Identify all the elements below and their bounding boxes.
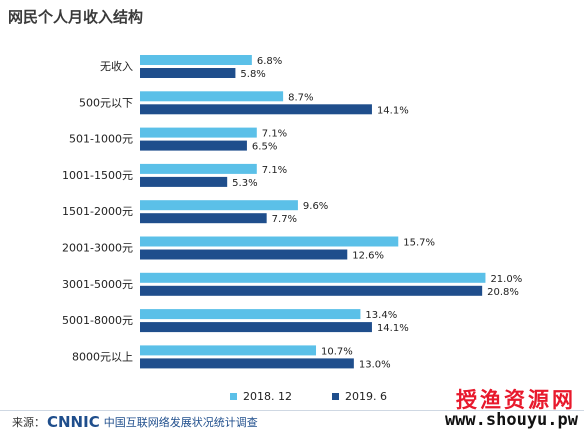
- bar-2019: [140, 213, 267, 224]
- bar-value-label: 15.7%: [403, 238, 435, 249]
- page-title: 网民个人月收入结构: [8, 8, 144, 26]
- bar-value-label: 7.1%: [262, 129, 287, 140]
- legend-label-2019: 2019. 6: [344, 390, 387, 403]
- category-label: 2001-3000元: [62, 242, 133, 255]
- watermark-brand: 授渔资源网: [456, 388, 576, 412]
- bar-2018: [140, 345, 317, 356]
- category-label: 500元以下: [79, 96, 133, 109]
- source-footer: 来源： CNNIC 中国互联网络发展状况统计调查: [0, 410, 584, 433]
- legend-label-2018: 2018. 12: [243, 390, 292, 403]
- bar-2019: [140, 104, 372, 115]
- bar-value-label: 10.7%: [321, 346, 353, 357]
- bar-value-label: 7.7%: [272, 214, 297, 225]
- category-label: 3001-5000元: [62, 278, 133, 291]
- bar-2018: [140, 236, 399, 247]
- bar-2019: [140, 358, 354, 369]
- category-label: 1501-2000元: [62, 205, 133, 218]
- bar-2019: [140, 176, 228, 187]
- bar-value-label: 21.0%: [490, 274, 522, 285]
- category-label: 1001-1500元: [62, 169, 133, 182]
- bar-2018: [140, 127, 257, 138]
- bar-value-label: 12.6%: [352, 251, 384, 262]
- bar-2019: [140, 140, 247, 151]
- bar-value-label: 14.1%: [377, 105, 409, 116]
- bar-2018: [140, 309, 361, 320]
- bar-value-label: 8.7%: [288, 92, 313, 103]
- source-org: 中国互联网络发展状况统计调查: [103, 416, 258, 429]
- category-label: 无收入: [100, 59, 133, 73]
- bar-2018: [140, 200, 298, 211]
- bar-value-label: 5.3%: [232, 178, 257, 189]
- bar-2019: [140, 249, 348, 260]
- bar-2018: [140, 272, 486, 283]
- legend-swatch-2018: [230, 393, 237, 400]
- legend-swatch-2019: [331, 393, 339, 400]
- category-label: 8000元以上: [72, 350, 133, 363]
- bar-2018: [140, 163, 257, 174]
- bar-2019: [140, 68, 236, 78]
- bar-2018: [140, 55, 252, 65]
- bar-value-label: 9.6%: [303, 201, 328, 212]
- category-label: 5001-8000元: [62, 314, 133, 327]
- cnnic-logo: CNNIC: [47, 413, 100, 431]
- bar-2019: [140, 322, 372, 333]
- bar-value-label: 14.1%: [377, 323, 409, 334]
- category-label: 501-1000元: [69, 133, 133, 146]
- bar-value-label: 13.4%: [365, 310, 397, 321]
- bar-2018: [140, 91, 284, 102]
- bar-value-label: 7.1%: [262, 165, 287, 176]
- bar-value-label: 5.8%: [240, 69, 265, 80]
- bar-value-label: 20.8%: [487, 287, 519, 298]
- watermark-url: www.shouyu.pw: [444, 410, 578, 430]
- chart-legend: 2018. 12 2019. 6: [230, 390, 387, 403]
- legend-item-2019: 2019. 6: [331, 390, 387, 403]
- source-prefix: 来源：: [12, 416, 45, 429]
- legend-item-2018: 2018. 12: [230, 390, 292, 403]
- bar-value-label: 6.8%: [257, 56, 282, 67]
- bar-2019: [140, 285, 483, 296]
- bar-value-label: 6.5%: [252, 142, 277, 153]
- bar-value-label: 13.0%: [359, 359, 391, 370]
